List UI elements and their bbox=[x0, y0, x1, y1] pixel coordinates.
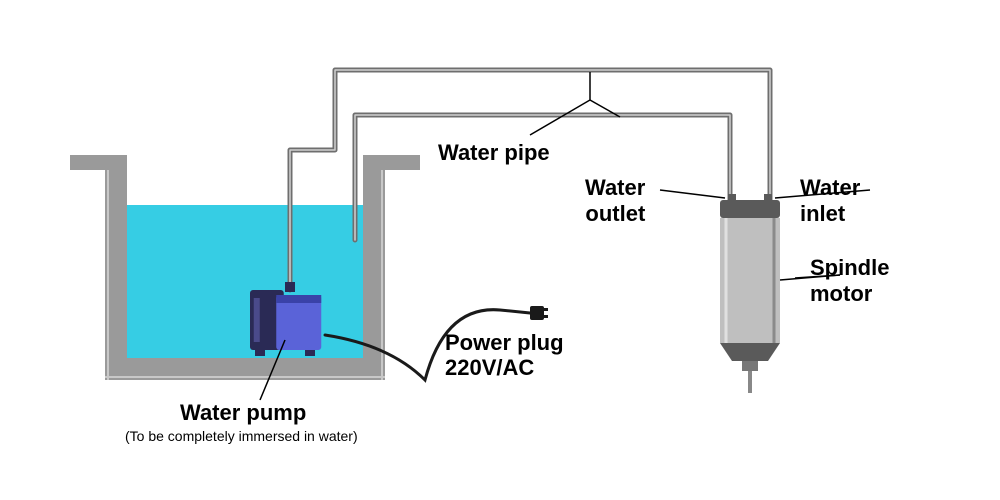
label-water-pump-note: (To be completely immersed in water) bbox=[125, 428, 358, 444]
label-water-pipe: Water pipe bbox=[438, 140, 550, 166]
label-power-voltage: 220V/AC bbox=[445, 355, 534, 381]
cooling-diagram bbox=[0, 0, 1000, 500]
label-water-outlet: Water outlet bbox=[585, 175, 645, 227]
label-spindle-motor: Spindle motor bbox=[810, 255, 889, 307]
label-water-pump: Water pump bbox=[180, 400, 306, 426]
label-power-plug: Power plug bbox=[445, 330, 564, 356]
label-water-inlet: Water inlet bbox=[800, 175, 860, 227]
